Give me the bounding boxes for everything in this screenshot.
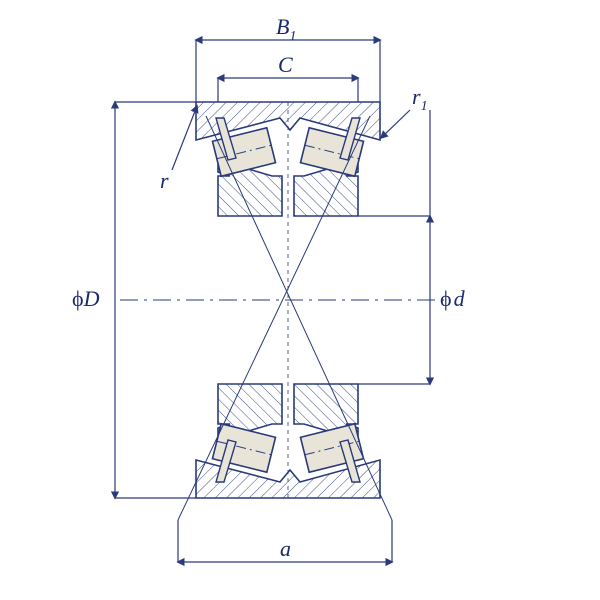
dimension-r1 xyxy=(381,110,410,138)
label-B1-main: B xyxy=(276,14,289,39)
label-r1: r1 xyxy=(412,84,428,114)
label-phid-prefix: ϕ xyxy=(440,286,452,311)
dimension-C xyxy=(218,78,358,102)
label-B1-sub: 1 xyxy=(289,29,296,44)
label-a: a xyxy=(280,536,291,561)
label-phiD-prefix: ϕ xyxy=(72,286,84,311)
label-phid: ϕd xyxy=(440,286,466,311)
label-r: r xyxy=(160,168,169,193)
label-C: C xyxy=(278,52,293,77)
label-phid-main: d xyxy=(454,286,466,311)
label-phiD: ϕD xyxy=(72,286,100,311)
dimension-r xyxy=(172,106,197,170)
label-phiD-main: D xyxy=(83,286,100,311)
label-r1-sub: 1 xyxy=(421,99,428,114)
bearing-cross-section-diagram: B1 C a ϕD ϕd r r1 xyxy=(0,0,600,600)
